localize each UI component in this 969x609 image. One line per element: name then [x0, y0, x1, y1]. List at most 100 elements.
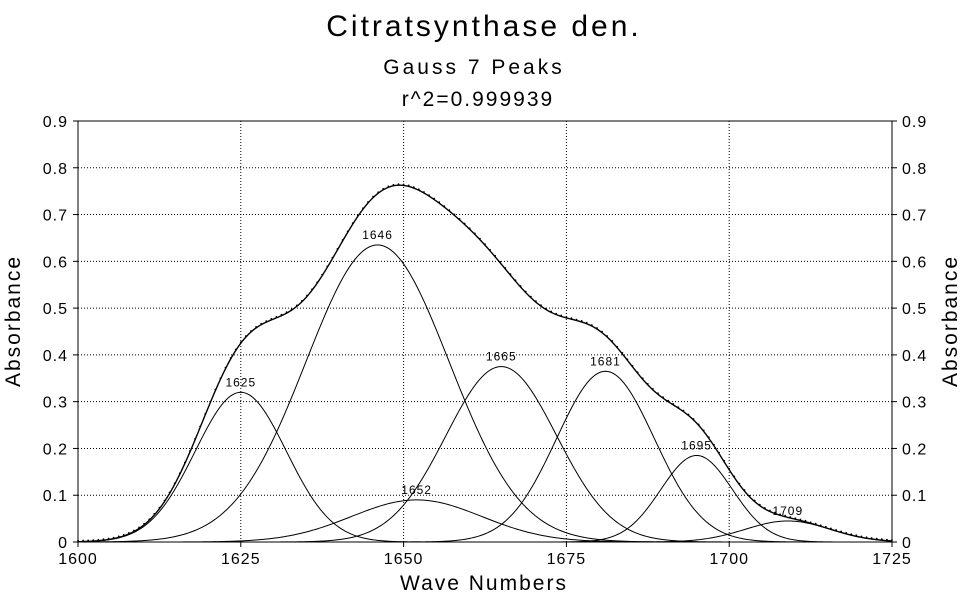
measured-point: [550, 310, 553, 313]
measured-point: [92, 539, 95, 541]
measured-point: [840, 530, 843, 533]
measured-point: [122, 533, 125, 536]
y-tick-label-right: 0.5: [902, 301, 927, 318]
measured-point: [423, 191, 425, 193]
x-tick-label: 1625: [221, 551, 261, 568]
measured-point: [509, 273, 512, 276]
measured-point: [529, 295, 532, 298]
measured-point: [723, 459, 726, 462]
measured-point: [148, 518, 151, 521]
measured-point: [331, 256, 334, 259]
measured-point: [168, 491, 171, 494]
measured-point: [855, 534, 858, 537]
fit-sum-curve: [77, 184, 893, 543]
measured-point: [519, 285, 522, 287]
measured-point: [616, 345, 619, 348]
x-tick-label: 1600: [58, 551, 98, 568]
measured-point: [387, 185, 390, 188]
measured-point: [748, 494, 751, 497]
measured-point: [641, 377, 644, 380]
measured-point: [733, 475, 736, 478]
y-tick-label-left: 0.1: [43, 488, 68, 505]
measured-point: [606, 335, 608, 337]
chart-subtitle: Gauss 7 Peaks: [383, 56, 564, 79]
y-tick-label-right: 0.8: [902, 161, 927, 178]
measured-point: [367, 201, 369, 203]
measured-point: [494, 254, 497, 257]
measured-point: [479, 237, 481, 240]
x-axis-label: Wave Numbers: [400, 572, 568, 595]
measured-point: [819, 524, 822, 527]
measured-point: [560, 314, 563, 317]
measured-point: [311, 288, 313, 291]
measured-point: [687, 413, 690, 416]
measured-point: [102, 538, 105, 541]
measured-point: [392, 183, 395, 186]
measured-point: [809, 521, 812, 524]
measured-point: [702, 429, 705, 432]
measured-point: [321, 273, 324, 276]
measured-point: [351, 222, 354, 225]
measured-point: [275, 315, 278, 318]
y-tick-label-left: 0.4: [43, 348, 68, 365]
measured-point: [326, 265, 329, 268]
measured-point: [199, 425, 202, 428]
measured-point: [250, 330, 252, 332]
measured-point: [204, 413, 207, 415]
measured-point: [621, 352, 624, 354]
measured-point: [306, 294, 308, 297]
measured-point: [657, 392, 659, 395]
measured-point: [692, 418, 695, 420]
measured-point: [87, 539, 90, 542]
measured-point: [789, 516, 792, 518]
measured-point: [611, 340, 614, 342]
measured-point: [636, 371, 639, 374]
x-tick-label: 1650: [384, 551, 424, 568]
measured-point: [458, 217, 461, 220]
y-tick-label-left: 0.2: [43, 441, 68, 458]
measured-point: [412, 186, 415, 188]
measured-point: [372, 195, 374, 198]
peak-labels: 1625 1646 1652 1665 1681 1695 1709: [225, 228, 802, 518]
peak-curve-1665: [78, 366, 892, 543]
measured-point: [260, 322, 263, 325]
measured-point: [453, 213, 456, 216]
measured-point: [758, 503, 761, 506]
measured-point: [860, 535, 863, 538]
peak-curve-1652: [78, 499, 892, 543]
measured-point: [743, 489, 746, 491]
measured-point: [565, 316, 568, 318]
measured-point: [799, 518, 802, 521]
measured-point: [362, 207, 364, 210]
measured-point: [438, 201, 441, 204]
y-tick-label-left: 0: [58, 535, 68, 552]
measured-point: [718, 451, 720, 454]
y-tick-label-right: 0.4: [902, 348, 927, 365]
fit-quality-label: r^2=0.999939: [402, 88, 554, 111]
measured-point: [804, 519, 807, 522]
measured-point: [270, 318, 273, 320]
measured-point: [229, 357, 232, 359]
measured-point: [677, 406, 680, 408]
measured-point: [280, 313, 283, 316]
measured-point: [316, 281, 319, 284]
peak-curve-1709: [78, 520, 893, 543]
measured-point: [336, 248, 339, 250]
measured-point: [255, 326, 257, 328]
measured-point: [239, 341, 242, 344]
x-tick-label: 1700: [709, 551, 749, 568]
measured-point: [524, 290, 527, 293]
y-axis-ticks-left: 0 0.1 0.2 0.3 0.4 0.5 0.6 0.7 0.8 0.9: [43, 114, 78, 552]
measured-point: [468, 227, 471, 230]
measured-point: [448, 209, 451, 212]
y-axis-ticks-right: 0 0.1 0.2 0.3 0.4 0.5 0.6 0.7 0.8 0.9: [892, 114, 927, 552]
measured-point: [127, 532, 130, 534]
plot-frame: [77, 120, 893, 543]
measured-point: [346, 230, 349, 233]
measured-point: [779, 513, 781, 516]
measured-point: [845, 531, 848, 534]
y-tick-label-right: 0.6: [902, 254, 927, 271]
measured-point: [407, 184, 410, 187]
x-tick-label: 1675: [547, 551, 587, 568]
